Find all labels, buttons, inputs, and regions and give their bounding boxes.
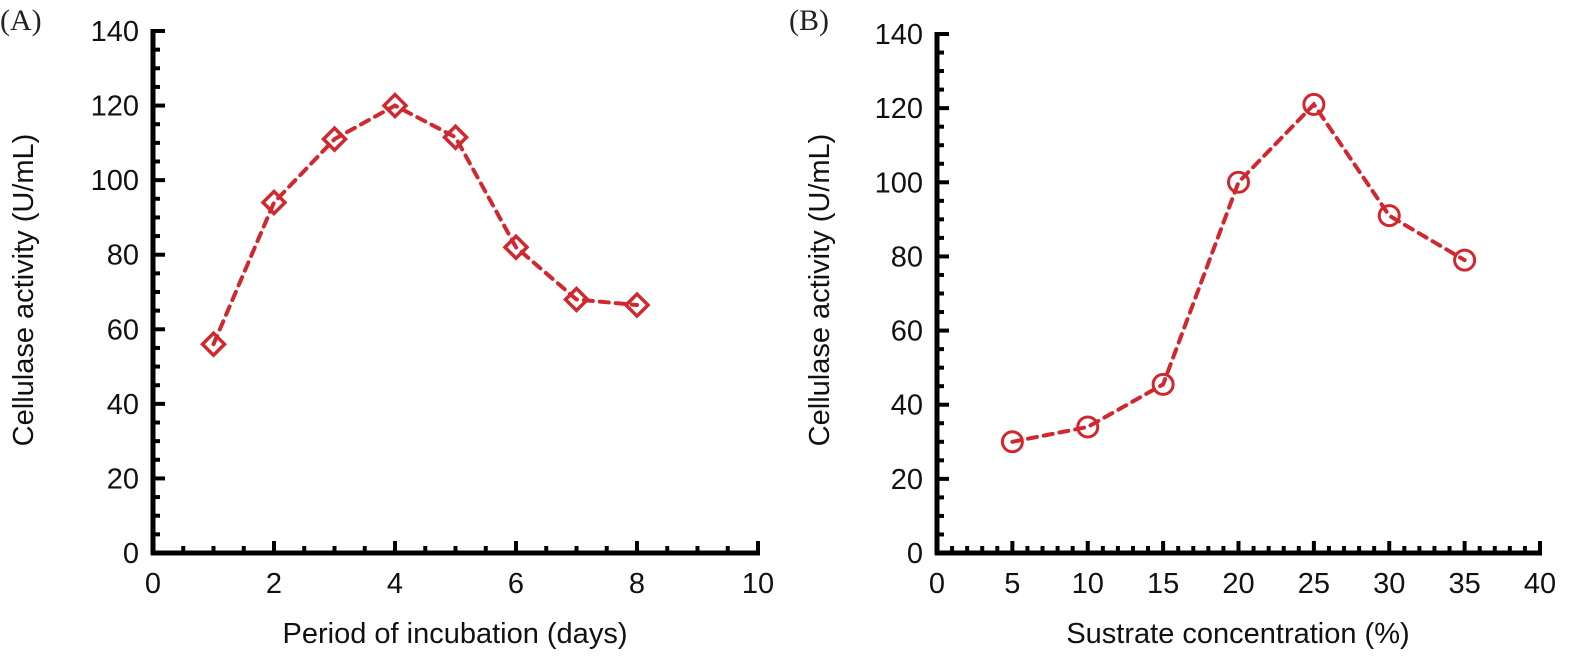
data-point-diamond <box>442 123 469 151</box>
x-tick-label: 0 <box>929 568 945 600</box>
y-axis-title-a: Cellulase activity (U/mL) <box>8 134 40 447</box>
data-point-circle <box>1302 92 1326 116</box>
y-axis-title-b: Cellulase activity (U/mL) <box>804 134 836 447</box>
data-point-diamond <box>563 285 590 313</box>
y-tick-label: 60 <box>891 316 923 348</box>
data-point-diamond <box>321 125 348 153</box>
x-tick-label: 2 <box>266 568 282 600</box>
x-tick-label: 40 <box>1524 568 1556 600</box>
y-tick-label: 40 <box>891 390 923 422</box>
data-point-circle <box>1377 204 1401 228</box>
series-line <box>211 103 639 347</box>
axes-b <box>934 32 1542 556</box>
panel-label-b: (B) <box>789 4 829 37</box>
data-point-diamond <box>381 92 409 120</box>
data-point-circle <box>1000 430 1024 454</box>
x-tick-label: 5 <box>1004 568 1020 600</box>
ticks-a: 0 20 40 60 80 100 120 140 0 2 4 6 8 10 <box>91 16 775 600</box>
data-point-circle <box>1151 372 1175 396</box>
series-line <box>1010 101 1467 444</box>
y-tick-label: 60 <box>107 314 139 346</box>
x-tick-label: 15 <box>1147 568 1179 600</box>
x-tick-label: 25 <box>1298 568 1330 600</box>
y-tick-label: 0 <box>123 538 139 570</box>
panel-a: (A) Period of incubation (days) Cellulas… <box>0 4 774 650</box>
x-axis-title-a: Period of incubation (days) <box>283 618 628 650</box>
x-tick-label: 10 <box>742 568 774 600</box>
panel-b: (B) Sustrate concentration (%) Cellulase… <box>789 4 1556 650</box>
data-point-diamond <box>200 330 227 358</box>
x-tick-label: 8 <box>629 568 645 600</box>
ticks-b: 0 20 40 60 80 100 120 140 0 5 10 15 20 25 30 35 40 <box>875 19 1557 600</box>
data-point-circle <box>1453 248 1477 272</box>
y-tick-label: 80 <box>891 241 923 273</box>
x-tick-label: 0 <box>145 568 161 600</box>
data-point-circle <box>1227 170 1250 194</box>
y-tick-label: 140 <box>875 19 923 51</box>
x-axis-title-b: Sustrate concentration (%) <box>1066 618 1409 650</box>
marks-a <box>200 92 651 358</box>
data-point-diamond <box>502 233 530 261</box>
x-tick-label: 35 <box>1448 568 1480 600</box>
y-tick-label: 100 <box>91 165 139 197</box>
y-tick-label: 20 <box>107 463 139 495</box>
x-tick-label: 4 <box>387 568 403 600</box>
data-point-diamond <box>623 291 651 319</box>
y-tick-label: 0 <box>907 538 923 570</box>
x-tick-label: 6 <box>508 568 524 600</box>
axes-a <box>150 29 760 556</box>
marks-b <box>1000 92 1477 454</box>
y-tick-label: 40 <box>107 389 139 421</box>
y-tick-label: 140 <box>91 16 139 48</box>
x-tick-label: 10 <box>1072 568 1104 600</box>
y-tick-label: 20 <box>891 464 923 496</box>
x-tick-label: 30 <box>1373 568 1405 600</box>
y-tick-label: 120 <box>875 93 923 125</box>
panel-label-a: (A) <box>0 4 42 37</box>
y-tick-label: 80 <box>107 240 139 272</box>
y-tick-label: 120 <box>91 91 139 123</box>
data-point-diamond <box>260 189 288 216</box>
data-point-circle <box>1076 415 1100 439</box>
x-tick-label: 20 <box>1222 568 1254 600</box>
y-tick-label: 100 <box>875 167 923 199</box>
